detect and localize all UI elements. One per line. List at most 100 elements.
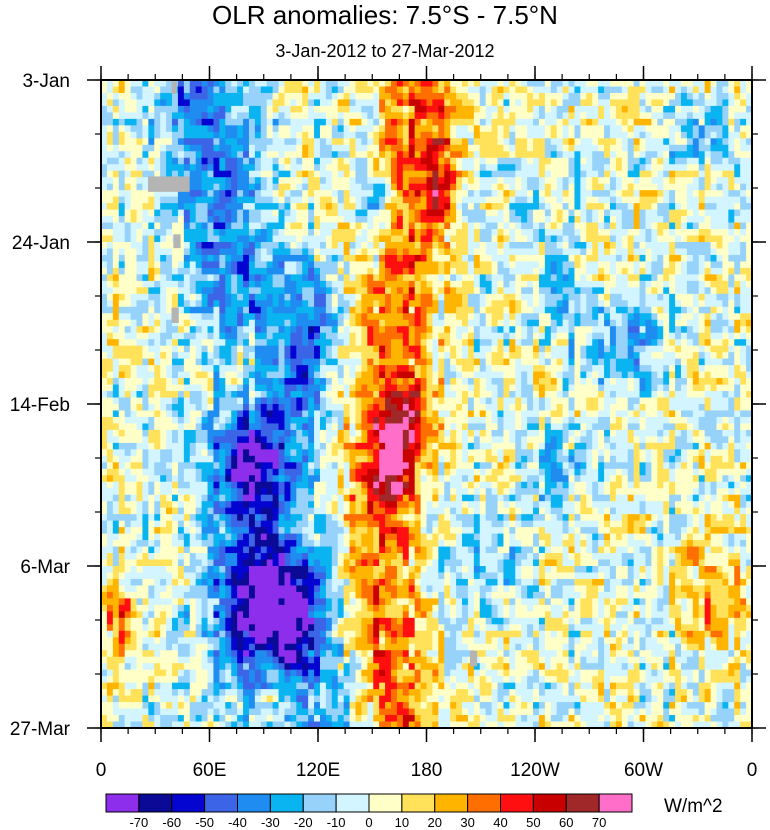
field-cell: [284, 105, 291, 113]
field-cell: [290, 112, 297, 120]
field-cell: [183, 196, 191, 204]
field-cell: [568, 248, 576, 256]
field-cell: [390, 267, 398, 275]
field-cell: [663, 125, 670, 133]
field-cell: [349, 86, 357, 94]
field-cell: [314, 177, 321, 185]
field-cell: [272, 242, 280, 250]
field-cell: [243, 86, 250, 94]
field-cell: [166, 293, 173, 301]
field-cell: [663, 112, 670, 120]
field-cell: [361, 287, 368, 295]
field-cell: [467, 358, 475, 366]
field-cell: [195, 280, 203, 288]
field-cell: [325, 157, 333, 165]
field-cell: [479, 164, 487, 172]
field-cell: [284, 293, 291, 301]
field-cell: [266, 131, 274, 139]
field-cell: [331, 280, 339, 288]
field-cell: [154, 293, 161, 301]
field-cell: [509, 242, 516, 250]
field-cell: [183, 293, 191, 301]
field-cell: [278, 332, 286, 340]
field-cell: [710, 248, 718, 256]
field-cell: [284, 229, 291, 237]
field-cell: [225, 261, 232, 269]
field-cell: [562, 229, 570, 237]
field-cell: [189, 177, 197, 185]
field-cell: [343, 261, 351, 269]
field-cell: [260, 300, 268, 308]
field-cell: [432, 125, 439, 133]
field-cell: [201, 371, 209, 379]
field-cell: [722, 157, 729, 165]
field-cell: [396, 138, 404, 146]
field-cell: [402, 248, 410, 256]
field-cell: [485, 125, 493, 133]
field-cell: [621, 80, 629, 88]
field-cell: [669, 157, 676, 165]
field-cell: [521, 345, 528, 353]
field-cell: [544, 203, 552, 211]
field-cell: [657, 118, 664, 126]
field-cell: [231, 216, 238, 224]
field-cell: [201, 216, 209, 224]
field-cell: [385, 144, 392, 152]
field-cell: [485, 358, 493, 366]
field-cell: [349, 352, 357, 360]
field-cell: [456, 170, 463, 178]
field-cell: [639, 164, 647, 172]
field-cell: [385, 326, 392, 334]
field-cell: [710, 332, 718, 340]
field-cell: [450, 313, 457, 321]
field-cell: [728, 125, 735, 133]
field-cell: [266, 267, 274, 275]
field-cell: [367, 144, 374, 152]
field-cell: [704, 261, 712, 269]
field-cell: [343, 170, 351, 178]
field-cell: [195, 345, 203, 353]
field-cell: [195, 358, 203, 366]
field-cell: [177, 157, 185, 165]
field-cell: [237, 216, 244, 224]
field-cell: [101, 99, 108, 107]
field-cell: [290, 300, 297, 308]
field-cell: [172, 254, 179, 263]
field-cell: [349, 99, 357, 107]
field-cell: [101, 235, 108, 243]
field-cell: [604, 248, 611, 256]
field-cell: [373, 118, 380, 126]
field-cell: [385, 345, 392, 353]
field-cell: [124, 92, 132, 101]
field-cell: [479, 209, 487, 217]
field-cell: [319, 274, 327, 282]
field-cell: [302, 287, 309, 295]
field-cell: [402, 131, 410, 139]
field-cell: [118, 280, 126, 288]
field-cell: [538, 345, 546, 353]
field-cell: [680, 177, 688, 185]
field-cell: [509, 293, 516, 301]
field-cell: [574, 183, 581, 191]
field-cell: [349, 235, 357, 243]
field-cell: [237, 144, 244, 152]
field-cell: [533, 319, 540, 327]
field-cell: [213, 157, 220, 165]
field-cell: [219, 196, 226, 204]
field-cell: [243, 105, 250, 113]
field-cell: [462, 352, 469, 360]
field-cell: [106, 138, 114, 146]
field-cell: [278, 196, 286, 204]
field-cell: [485, 118, 493, 126]
field-cell: [467, 352, 475, 360]
field-cell: [314, 242, 321, 250]
field-cell: [497, 125, 505, 133]
field-cell: [680, 170, 688, 178]
field-cell: [337, 229, 345, 237]
field-cell: [396, 345, 404, 353]
field-cell: [598, 313, 605, 321]
field-cell: [686, 235, 694, 243]
field-cell: [615, 144, 623, 152]
field-cell: [527, 138, 534, 146]
field-cell: [722, 287, 729, 295]
